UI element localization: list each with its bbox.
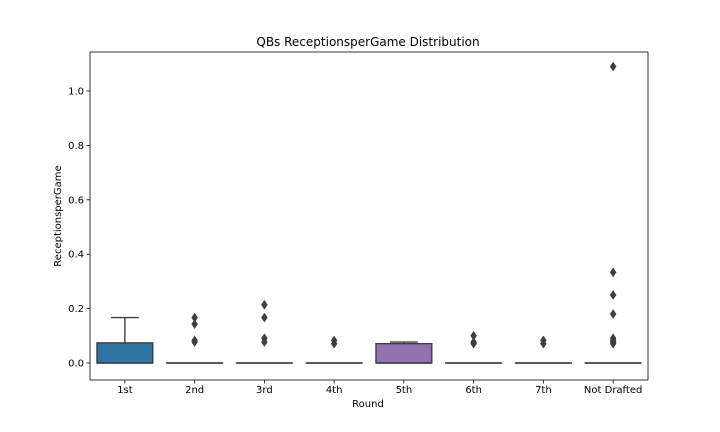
- outlier-point-3rd-3: [261, 299, 268, 310]
- outlier-point-not-drafted-6: [609, 267, 617, 278]
- outlier-point-not-drafted-3: [609, 333, 617, 344]
- box-5th: [375, 342, 433, 364]
- box-group-4th: [305, 335, 363, 364]
- x-axis-label: Round: [352, 399, 384, 410]
- box-group-3rd: [235, 299, 293, 364]
- x-tick-label-6th: 6th: [465, 385, 482, 396]
- ticks-layer: 1st 2nd 3rd 4th 5th 6th 7th Not Drafted 0.0 0.2 0.…: [68, 87, 642, 397]
- y-tick-label-1: 0.2: [68, 304, 84, 315]
- outlier-point-2nd-3: [191, 312, 198, 323]
- x-tick-label-7th: 7th: [535, 385, 552, 396]
- box-group-7th: [514, 335, 572, 364]
- box-group-1st: [96, 316, 154, 364]
- x-tick-label-3rd: 3rd: [256, 385, 273, 396]
- boxes-layer: [96, 61, 642, 364]
- box-group-6th: [445, 330, 503, 364]
- box-group-not-drafted: [584, 61, 642, 364]
- y-tick-label-0: 0.0: [68, 359, 84, 370]
- x-tick-label-not-drafted: Not Drafted: [584, 385, 642, 396]
- y-tick-label-4: 0.8: [68, 141, 84, 152]
- box-group-5th: [375, 341, 433, 364]
- y-tick-label-3: 0.6: [68, 195, 84, 206]
- outlier-point-6th-1: [470, 337, 477, 348]
- outlier-point-7th-1: [540, 335, 547, 346]
- y-tick-label-5: 1.0: [68, 87, 84, 98]
- outlier-point-not-drafted-4: [609, 309, 617, 319]
- x-tick-label-5th: 5th: [396, 385, 413, 396]
- box-group-2nd: [166, 312, 224, 364]
- y-tick-label-2: 0.4: [68, 250, 84, 261]
- outlier-point-not-drafted-7: [609, 61, 617, 72]
- x-tick-label-2nd: 2nd: [185, 385, 204, 396]
- outlier-point-6th-2: [470, 330, 477, 341]
- chart-title: QBs ReceptionsperGame Distribution: [256, 35, 479, 49]
- outlier-point-not-drafted-5: [609, 290, 617, 300]
- outlier-point-2nd-2: [191, 319, 198, 330]
- outlier-point-3rd-1: [261, 333, 268, 344]
- outlier-point-4th-1: [330, 335, 338, 346]
- outlier-point-3rd-2: [261, 312, 268, 323]
- y-axis-label: ReceptionsperGame: [53, 165, 64, 266]
- x-tick-label-1st: 1st: [117, 385, 133, 396]
- outlier-point-2nd-1: [191, 337, 198, 348]
- x-tick-label-4th: 4th: [326, 385, 343, 396]
- box-1st: [96, 342, 154, 364]
- plot-frame: [89, 51, 649, 381]
